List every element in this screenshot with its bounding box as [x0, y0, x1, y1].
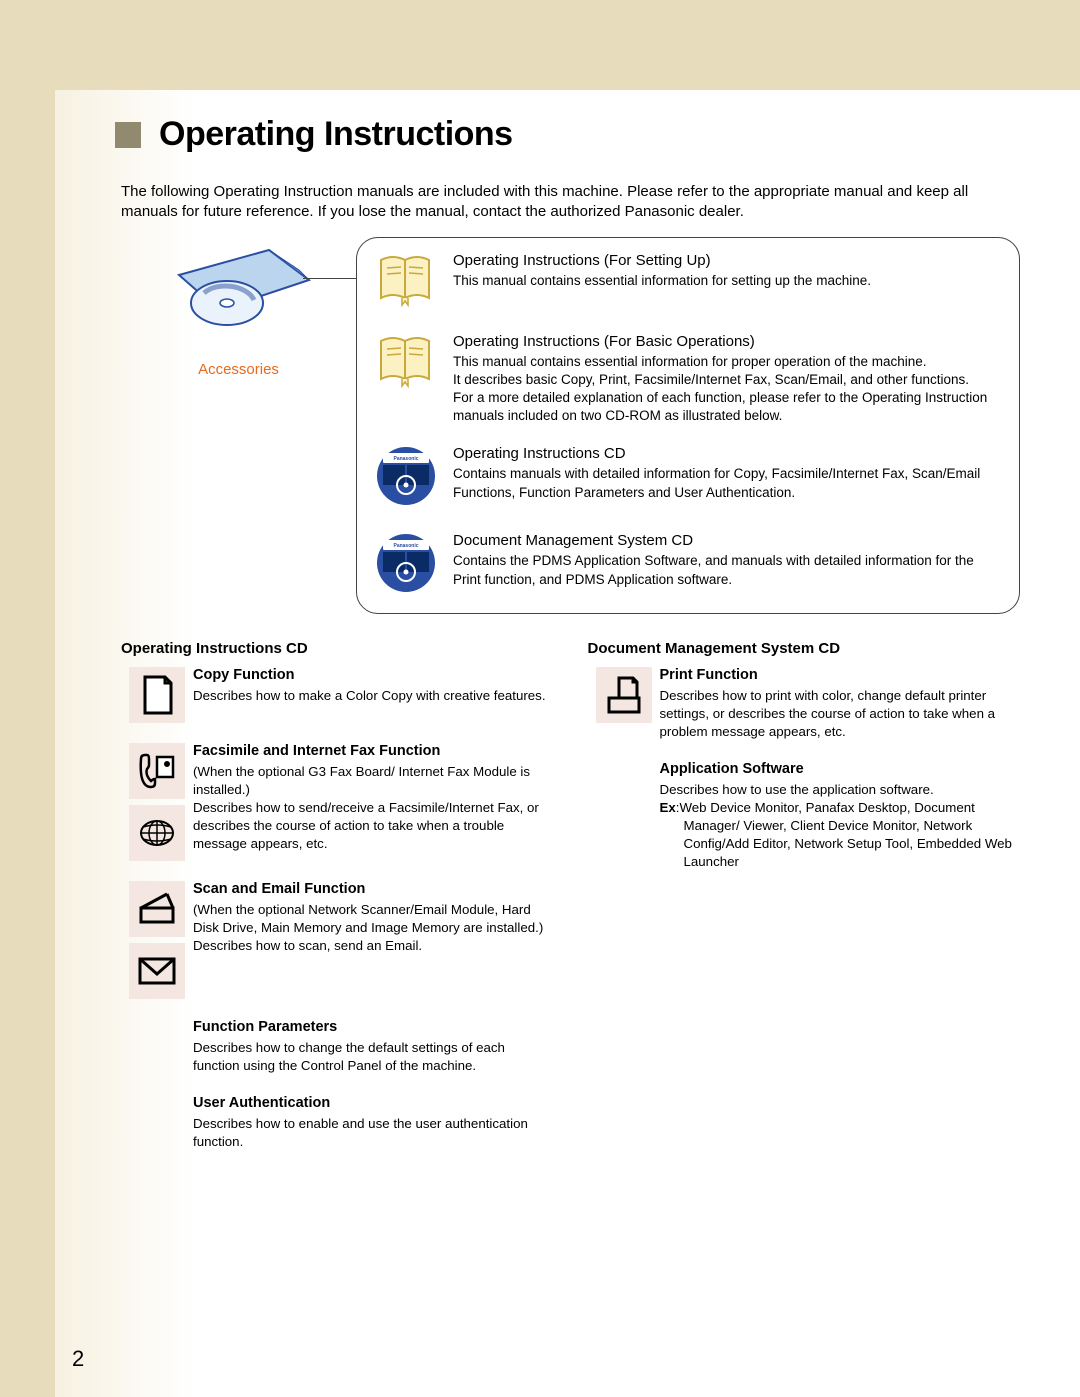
cd-left-column: Operating Instructions CD Copy Function …	[121, 640, 554, 1171]
side-band	[0, 90, 55, 1397]
func-scan-title: Scan and Email Function	[193, 881, 548, 897]
fax-phone-icon	[129, 743, 185, 799]
cd-left-heading: Operating Instructions CD	[121, 640, 554, 657]
copy-icon	[129, 667, 185, 723]
manual-dmscd-title: Document Management System CD	[453, 532, 1001, 549]
diagram-row: Accessories Operating In	[121, 237, 1020, 615]
func-params-body: Describes how to change the default sett…	[193, 1039, 548, 1075]
manual-setup-body: This manual contains essential informati…	[453, 272, 871, 290]
func-print-title: Print Function	[660, 667, 1015, 683]
func-fax-body: (When the optional G3 Fax Board/ Interne…	[193, 763, 548, 853]
cd-right-column: Document Management System CD Print Func…	[588, 640, 1021, 1171]
manual-dmscd: Panasonic Document Management System CD …	[375, 532, 1001, 599]
func-copy-title: Copy Function	[193, 667, 548, 683]
cd-case-icon	[149, 245, 329, 355]
func-params: Function Parameters Describes how to cha…	[121, 1019, 554, 1075]
manual-setup-title: Operating Instructions (For Setting Up)	[453, 252, 871, 269]
func-print-body: Describes how to print with color, chang…	[660, 687, 1015, 741]
manual-oicd: Panasonic Operating Instructions CD Cont…	[375, 445, 1001, 512]
func-app-body-text: Describes how to use the application sof…	[660, 782, 934, 797]
manual-oicd-body: Contains manuals with detailed informati…	[453, 465, 1001, 501]
page-content: Operating Instructions The following Ope…	[115, 115, 1020, 1171]
func-auth-title: User Authentication	[193, 1095, 548, 1111]
svg-text:Panasonic: Panasonic	[393, 456, 418, 462]
manual-setup: Operating Instructions (For Setting Up) …	[375, 252, 1001, 313]
open-book-icon	[375, 333, 439, 426]
page-title: Operating Instructions	[159, 115, 513, 154]
page-number: 2	[72, 1346, 84, 1372]
func-app-body: Describes how to use the application sof…	[660, 781, 1015, 871]
svg-text:Panasonic: Panasonic	[393, 543, 418, 549]
callout-leader-line	[303, 278, 357, 279]
envelope-icon	[129, 943, 185, 999]
func-app: Application Software Describes how to us…	[588, 761, 1021, 871]
header-band	[0, 0, 1080, 90]
accessories-label: Accessories	[121, 361, 356, 378]
manual-basic-title: Operating Instructions (For Basic Operat…	[453, 333, 1001, 350]
func-copy: Copy Function Describes how to make a Co…	[121, 667, 554, 723]
printer-icon	[596, 667, 652, 723]
func-app-title: Application Software	[660, 761, 1015, 777]
open-book-icon	[375, 252, 439, 313]
manual-basic: Operating Instructions (For Basic Operat…	[375, 333, 1001, 426]
func-scan: Scan and Email Function (When the option…	[121, 881, 554, 999]
cd-right-heading: Document Management System CD	[588, 640, 1021, 657]
func-params-title: Function Parameters	[193, 1019, 548, 1035]
func-scan-body: (When the optional Network Scanner/Email…	[193, 901, 548, 955]
manual-dmscd-body: Contains the PDMS Application Software, …	[453, 552, 1001, 588]
cd-sections: Operating Instructions CD Copy Function …	[121, 640, 1020, 1171]
func-copy-body: Describes how to make a Color Copy with …	[193, 687, 548, 705]
accessories-column: Accessories	[121, 237, 356, 378]
func-fax-title: Facsimile and Internet Fax Function	[193, 743, 548, 759]
scanner-icon	[129, 881, 185, 937]
intro-paragraph: The following Operating Instruction manu…	[121, 182, 1020, 223]
cd-disc-icon: Panasonic	[375, 532, 439, 599]
title-row: Operating Instructions	[115, 115, 1020, 154]
manual-basic-body: This manual contains essential informati…	[453, 353, 1001, 426]
manuals-callout: Operating Instructions (For Setting Up) …	[356, 237, 1020, 615]
globe-icon	[129, 805, 185, 861]
manual-oicd-title: Operating Instructions CD	[453, 445, 1001, 462]
ex-body: :Web Device Monitor, Panafax Desktop, Do…	[676, 800, 1012, 869]
func-auth: User Authentication Describes how to ena…	[121, 1095, 554, 1151]
title-accent-bar	[115, 122, 141, 148]
func-auth-body: Describes how to enable and use the user…	[193, 1115, 548, 1151]
cd-disc-icon: Panasonic	[375, 445, 439, 512]
ex-label: Ex	[660, 800, 676, 815]
func-print: Print Function Describes how to print wi…	[588, 667, 1021, 741]
func-fax: Facsimile and Internet Fax Function (Whe…	[121, 743, 554, 861]
